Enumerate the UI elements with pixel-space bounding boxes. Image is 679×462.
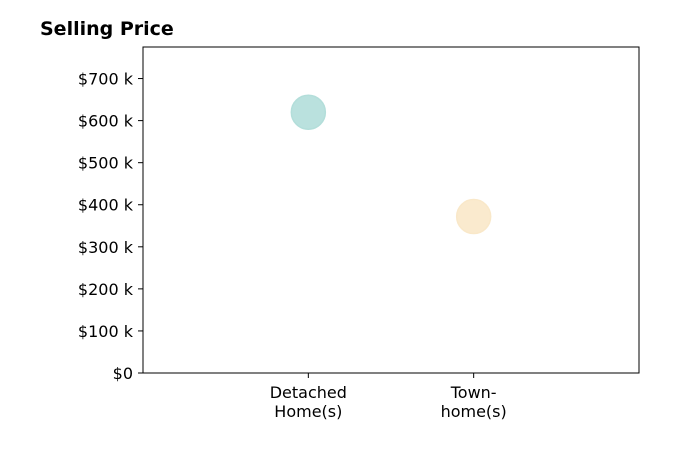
- y-tick-label: $300 k: [78, 238, 134, 257]
- data-points: [290, 94, 492, 235]
- data-point: [290, 94, 327, 130]
- y-tick-label: $500 k: [78, 154, 134, 173]
- plot-frame: [142, 46, 640, 374]
- y-tick-label: $0: [113, 364, 133, 383]
- y-tick-label: $400 k: [78, 196, 134, 215]
- data-point: [455, 198, 492, 235]
- y-tick-label: $200 k: [78, 280, 134, 299]
- chart-title: Selling Price: [40, 18, 174, 40]
- x-tick-label: Town-home(s): [441, 383, 507, 421]
- y-tick-label: $600 k: [78, 112, 134, 131]
- x-tick-label: Detached Home(s): [270, 383, 347, 421]
- y-tick-label: $100 k: [78, 322, 134, 341]
- y-axis: $0 $100 k $200 k $300 k $400 k $500 k $600 k $7…: [78, 70, 143, 383]
- y-tick-label: $700 k: [78, 70, 134, 89]
- x-axis: Detached Home(s) Town-home(s): [270, 373, 507, 421]
